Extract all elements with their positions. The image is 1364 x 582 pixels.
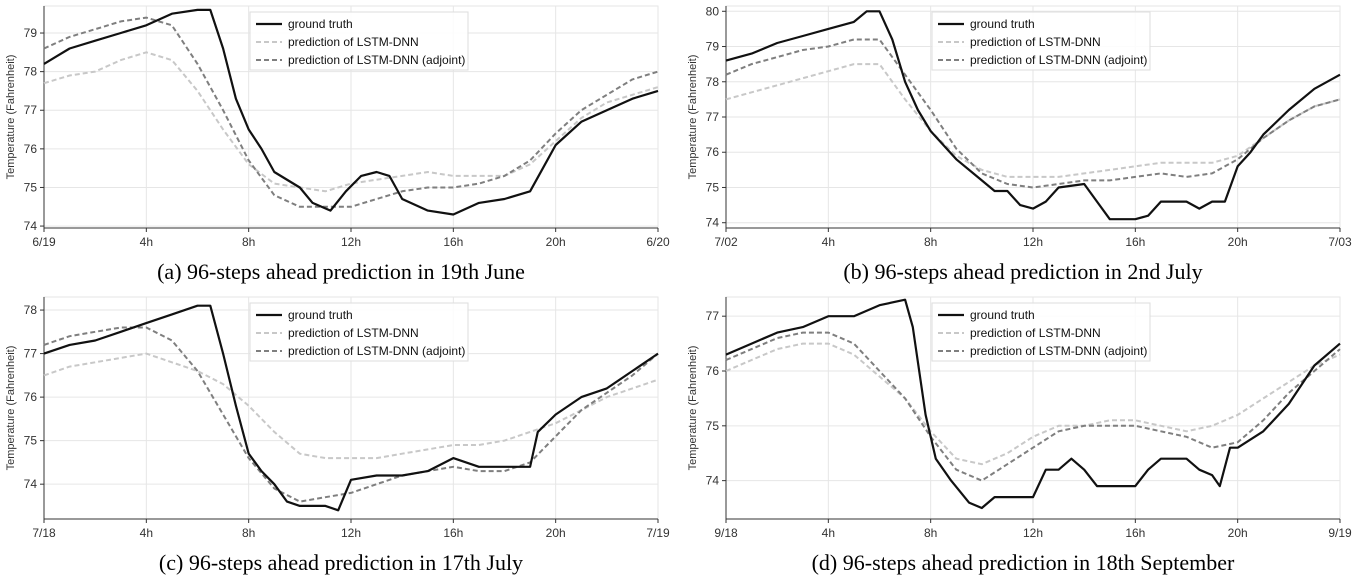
y-tick-label: 77 <box>706 110 720 124</box>
y-tick-label: 76 <box>24 142 38 156</box>
x-tick-label: 8h <box>924 526 937 540</box>
x-tick-label: 12h <box>1023 526 1043 540</box>
chart-plot-b: 7/02 4h 8h 12h 16h 20h 7/03 74 75 76 77 78 79 80 Tempe… <box>687 4 1352 249</box>
chart-plot-d: 9/18 4h 8h 12h 16h 20h 9/19 74 75 76 77 Temperature… <box>687 296 1352 540</box>
legend-label: prediction of LSTM-DNN <box>970 326 1101 340</box>
y-axis-label: Temperature (Fahrenheit) <box>5 346 17 471</box>
series-line-lstm-dnn <box>725 342 1341 466</box>
x-tick-label: 16h <box>443 526 463 540</box>
chart-plot-c: 7/18 4h 8h 12h 16h 20h 7/19 74 75 76 77 78 Temperatu… <box>5 296 670 540</box>
series-line-ground-truth <box>43 8 659 216</box>
x-tick-label: 7/03 <box>1328 235 1352 249</box>
legend-label: prediction of LSTM-DNN (adjoint) <box>288 53 465 67</box>
legend-label: ground truth <box>970 308 1035 322</box>
series-line-ground-truth <box>725 10 1341 221</box>
x-tick-label: 9/18 <box>714 526 738 540</box>
legend-box <box>931 302 1151 362</box>
chart-caption-a: (a) 96-steps ahead prediction in 19th Ju… <box>157 259 525 284</box>
x-tick-label: 4h <box>140 526 153 540</box>
series-line-lstm-dnn-adjoint <box>725 38 1341 189</box>
legend-label: ground truth <box>288 308 353 322</box>
y-tick-label: 74 <box>706 474 720 488</box>
chart-panel-b: 7/02 4h 8h 12h 16h 20h 7/03 74 75 76 77 78 79 80 Tempe… <box>682 0 1364 291</box>
x-tick-label: 20h <box>1228 235 1248 249</box>
x-tick-label: 9/19 <box>1328 526 1352 540</box>
y-tick-label: 76 <box>24 390 38 404</box>
y-tick-label: 79 <box>24 26 38 40</box>
x-tick-label: 20h <box>546 235 566 249</box>
chart-caption-b: (b) 96-steps ahead prediction in 2nd Jul… <box>843 259 1203 284</box>
legend-box <box>931 11 1151 71</box>
x-tick-label: 6/20 <box>646 235 670 249</box>
chart-panel-d: 9/18 4h 8h 12h 16h 20h 9/19 74 75 76 77 Temperature… <box>682 291 1364 582</box>
x-tick-label: 7/02 <box>714 235 738 249</box>
legend-box <box>249 11 469 71</box>
y-tick-label: 78 <box>24 65 38 79</box>
series-line-lstm-dnn <box>43 352 659 460</box>
x-tick-label: 4h <box>822 526 835 540</box>
y-tick-label: 74 <box>706 216 720 230</box>
x-tick-label: 8h <box>924 235 937 249</box>
y-tick-label: 77 <box>24 103 38 117</box>
y-tick-label: 74 <box>24 219 38 233</box>
x-tick-label: 8h <box>242 526 255 540</box>
legend-label: prediction of LSTM-DNN <box>288 35 419 49</box>
x-tick-label: 16h <box>1125 526 1145 540</box>
y-axis-label: Temperature (Fahrenheit) <box>5 55 17 180</box>
x-tick-label: 4h <box>140 235 153 249</box>
legend-label: prediction of LSTM-DNN <box>288 326 419 340</box>
y-tick-label: 77 <box>24 347 38 361</box>
y-tick-label: 76 <box>706 145 720 159</box>
y-axis-label: Temperature (Fahrenheit) <box>687 55 699 180</box>
chart-plot-a: 6/19 4h 8h 12h 16h 20h 6/20 74 75 76 77 78 79 Tempera… <box>5 5 670 249</box>
x-tick-label: 7/18 <box>32 526 56 540</box>
y-tick-label: 78 <box>706 75 720 89</box>
x-tick-label: 8h <box>242 235 255 249</box>
legend-label: prediction of LSTM-DNN (adjoint) <box>288 344 465 358</box>
x-tick-label: 16h <box>1125 235 1145 249</box>
y-tick-label: 75 <box>706 180 720 194</box>
chart-panel-a: 6/19 4h 8h 12h 16h 20h 6/20 74 75 76 77 78 79 Tempera… <box>0 0 682 291</box>
y-tick-label: 75 <box>24 434 38 448</box>
chart-panel-c: 7/18 4h 8h 12h 16h 20h 7/19 74 75 76 77 78 Temperatu… <box>0 291 682 582</box>
y-tick-label: 78 <box>24 303 38 317</box>
y-tick-label: 79 <box>706 40 720 54</box>
y-tick-label: 75 <box>706 419 720 433</box>
x-tick-label: 12h <box>1023 235 1043 249</box>
y-axis-label: Temperature (Fahrenheit) <box>687 346 699 471</box>
legend-label: ground truth <box>288 17 353 31</box>
series-line-lstm-dnn-adjoint <box>43 326 659 503</box>
y-tick-label: 80 <box>706 4 720 18</box>
legend-label: ground truth <box>970 17 1035 31</box>
y-tick-label: 77 <box>706 309 720 323</box>
x-tick-label: 12h <box>341 526 361 540</box>
legend-label: prediction of LSTM-DNN <box>970 35 1101 49</box>
chart-caption-d: (d) 96-steps ahead prediction in 18th Se… <box>811 550 1235 575</box>
chart-caption-c: (c) 96-steps ahead prediction in 17th Ju… <box>158 550 524 575</box>
series-line-lstm-dnn <box>43 51 659 193</box>
legend-label: prediction of LSTM-DNN (adjoint) <box>970 53 1147 67</box>
y-tick-label: 76 <box>706 364 720 378</box>
series-line-lstm-dnn-adjoint <box>725 331 1341 482</box>
x-tick-label: 20h <box>546 526 566 540</box>
series-line-ground-truth <box>725 298 1341 510</box>
series-line-lstm-dnn <box>725 63 1341 178</box>
legend-label: prediction of LSTM-DNN (adjoint) <box>970 344 1147 358</box>
x-tick-label: 7/19 <box>646 526 670 540</box>
x-tick-label: 6/19 <box>32 235 56 249</box>
y-tick-label: 75 <box>24 180 38 194</box>
y-tick-label: 74 <box>24 477 38 491</box>
x-tick-label: 20h <box>1228 526 1248 540</box>
x-tick-label: 16h <box>443 235 463 249</box>
legend-box <box>249 302 469 362</box>
x-tick-label: 12h <box>341 235 361 249</box>
series-line-ground-truth <box>43 304 659 512</box>
x-tick-label: 4h <box>822 235 835 249</box>
